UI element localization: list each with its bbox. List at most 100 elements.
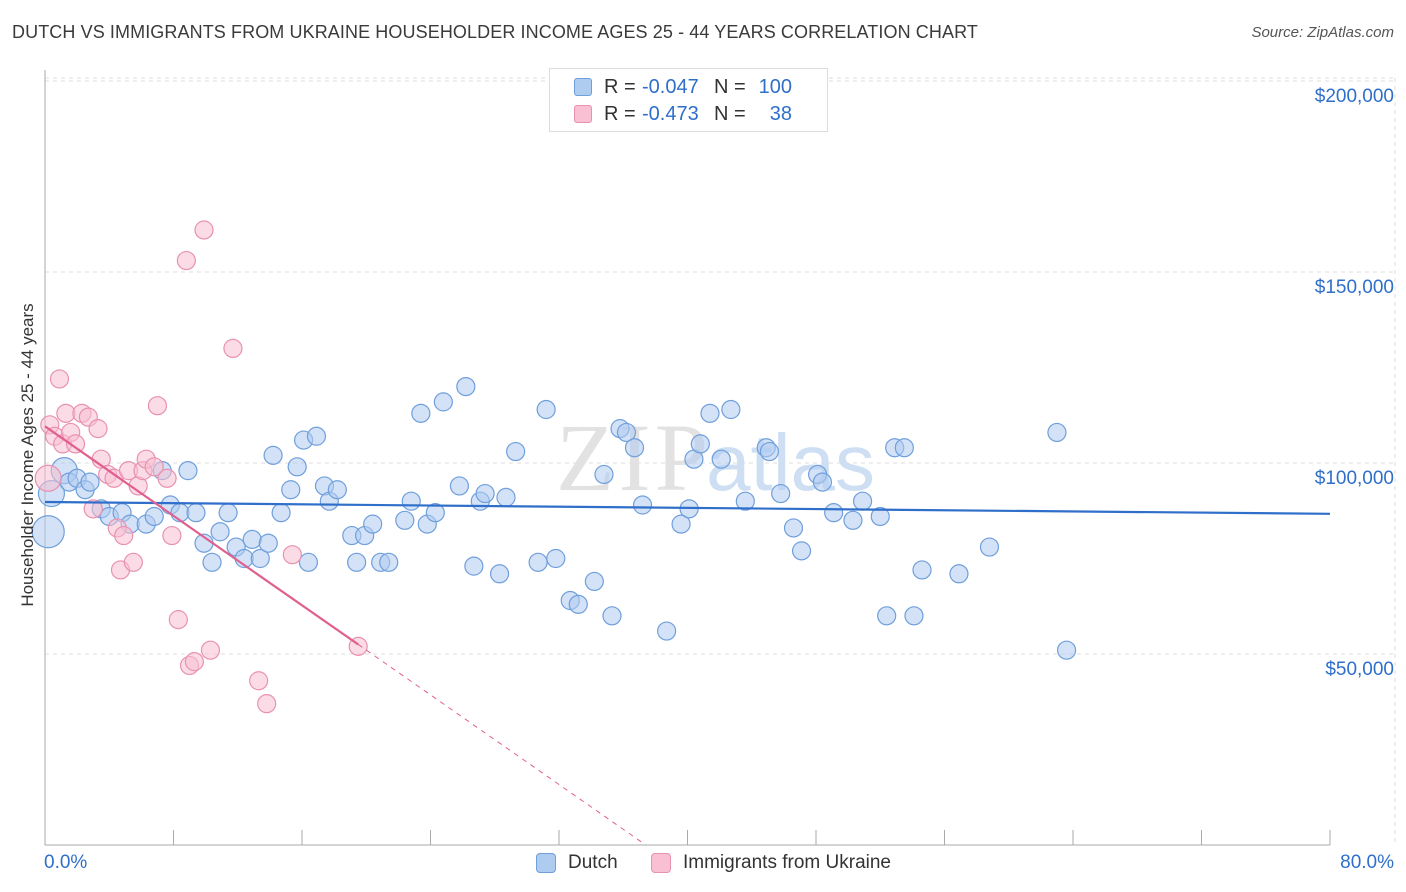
dutch-point bbox=[700, 403, 720, 423]
dutch-legend-swatch bbox=[536, 853, 556, 873]
legend-ukraine-label: Immigrants from Ukraine bbox=[683, 852, 891, 873]
dutch-series bbox=[31, 377, 1077, 660]
ukraine-point bbox=[65, 434, 86, 454]
trend-lines bbox=[44, 425, 1331, 846]
dutch-point bbox=[568, 594, 588, 614]
dutch-point bbox=[671, 514, 691, 534]
legend-item-ukraine[interactable]: Immigrants from Ukraine bbox=[651, 852, 891, 874]
y-tick-label-150k: $150,000 bbox=[1314, 277, 1394, 298]
ukraine-point bbox=[223, 338, 243, 358]
dutch-point bbox=[250, 548, 270, 569]
legend-n-value: 100 bbox=[758, 75, 792, 98]
axes bbox=[44, 70, 1331, 846]
ukraine-point bbox=[88, 419, 108, 439]
legend-r-label: R = bbox=[604, 102, 636, 125]
ukraine-point bbox=[194, 220, 214, 240]
dutch-point bbox=[812, 472, 833, 492]
ukraine-trend-line bbox=[44, 425, 359, 646]
dutch-point bbox=[379, 552, 399, 572]
svg-text:atlas: atlas bbox=[706, 418, 875, 507]
dutch-point bbox=[80, 472, 100, 492]
legend-r-value: -0.473 bbox=[642, 102, 699, 125]
dutch-point bbox=[31, 515, 65, 549]
dutch-point bbox=[657, 621, 677, 641]
dutch-point bbox=[306, 426, 327, 446]
ukraine-point bbox=[83, 499, 103, 519]
dutch-point bbox=[759, 441, 780, 462]
dutch-point bbox=[433, 392, 453, 412]
legend-dutch-label: Dutch bbox=[568, 852, 618, 873]
dutch-point bbox=[852, 491, 873, 511]
dutch-point bbox=[456, 377, 476, 397]
ukraine-point bbox=[257, 694, 277, 714]
dutch-point bbox=[449, 476, 470, 496]
dutch-point bbox=[632, 495, 653, 515]
dutch-point bbox=[528, 552, 548, 572]
ukraine-point bbox=[176, 250, 196, 271]
legend-r-value: -0.047 bbox=[642, 75, 699, 98]
x-tick-label-min: 0.0% bbox=[44, 852, 88, 873]
dutch-point bbox=[464, 556, 484, 576]
dutch-point bbox=[904, 606, 924, 626]
y-axis-label: Householder Income Ages 25 - 44 years bbox=[18, 303, 37, 607]
ukraine-point bbox=[200, 640, 221, 660]
dutch-point bbox=[624, 438, 645, 458]
ukraine-swatch bbox=[574, 105, 592, 123]
dutch-point bbox=[843, 510, 863, 530]
dutch-point bbox=[218, 503, 238, 523]
dutch-point bbox=[877, 606, 897, 626]
ukraine-point bbox=[123, 552, 143, 572]
dutch-point bbox=[363, 514, 383, 534]
ukraine-point bbox=[114, 525, 134, 546]
chart-title: DUTCH VS IMMIGRANTS FROM UKRAINE HOUSEHO… bbox=[12, 22, 978, 42]
dutch-point bbox=[546, 548, 566, 569]
legend-n-value: 38 bbox=[769, 102, 792, 125]
dutch-point bbox=[912, 560, 932, 580]
dutch-point bbox=[824, 503, 844, 523]
dutch-point bbox=[616, 422, 637, 443]
dutch-point bbox=[536, 399, 556, 420]
ukraine-point bbox=[147, 396, 168, 416]
ukraine-point bbox=[144, 457, 164, 477]
dutch-point bbox=[783, 518, 804, 538]
dutch-swatch bbox=[574, 78, 592, 96]
dutch-point bbox=[281, 480, 301, 500]
ukraine-point bbox=[168, 610, 188, 630]
dutch-point bbox=[202, 552, 222, 572]
y-tick-label-50k: $50,000 bbox=[1325, 659, 1394, 680]
dutch-point bbox=[1056, 640, 1077, 660]
dutch-point bbox=[347, 552, 367, 572]
series-legend: Dutch Immigrants from Ukraine bbox=[0, 852, 1406, 876]
dutch-point bbox=[287, 457, 307, 477]
watermark: ZIP atlas bbox=[556, 404, 875, 511]
dutch-point bbox=[1047, 422, 1067, 443]
dutch-point bbox=[584, 571, 604, 592]
svg-text:ZIP: ZIP bbox=[556, 404, 712, 511]
legend-item-dutch[interactable]: Dutch bbox=[536, 852, 618, 874]
dutch-point bbox=[735, 491, 755, 511]
legend-n-label: N = bbox=[714, 102, 746, 125]
dutch-point bbox=[949, 564, 969, 584]
dutch-point bbox=[425, 503, 445, 523]
dutch-point bbox=[791, 541, 812, 561]
ukraine-point bbox=[162, 525, 182, 546]
dutch-point bbox=[258, 533, 278, 553]
ukraine-point bbox=[49, 369, 70, 389]
dutch-point bbox=[602, 606, 622, 626]
dutch-trend-line bbox=[44, 500, 1331, 515]
dutch-point bbox=[771, 483, 791, 504]
dutch-point bbox=[263, 445, 283, 465]
dutch-point bbox=[489, 564, 510, 584]
y-tick-label-100k: $100,000 bbox=[1314, 468, 1394, 489]
dutch-point bbox=[594, 464, 614, 485]
legend-row-dutch: R = -0.047 N = 100 bbox=[574, 75, 792, 99]
ukraine-point bbox=[157, 468, 177, 488]
ukraine-point bbox=[249, 671, 269, 691]
dutch-point bbox=[210, 522, 230, 542]
ukraine-point bbox=[184, 652, 204, 672]
dutch-point bbox=[395, 510, 415, 530]
ukraine-point bbox=[282, 545, 302, 565]
ukraine-point bbox=[34, 464, 62, 492]
dutch-point bbox=[411, 403, 431, 423]
dutch-point bbox=[242, 529, 262, 550]
